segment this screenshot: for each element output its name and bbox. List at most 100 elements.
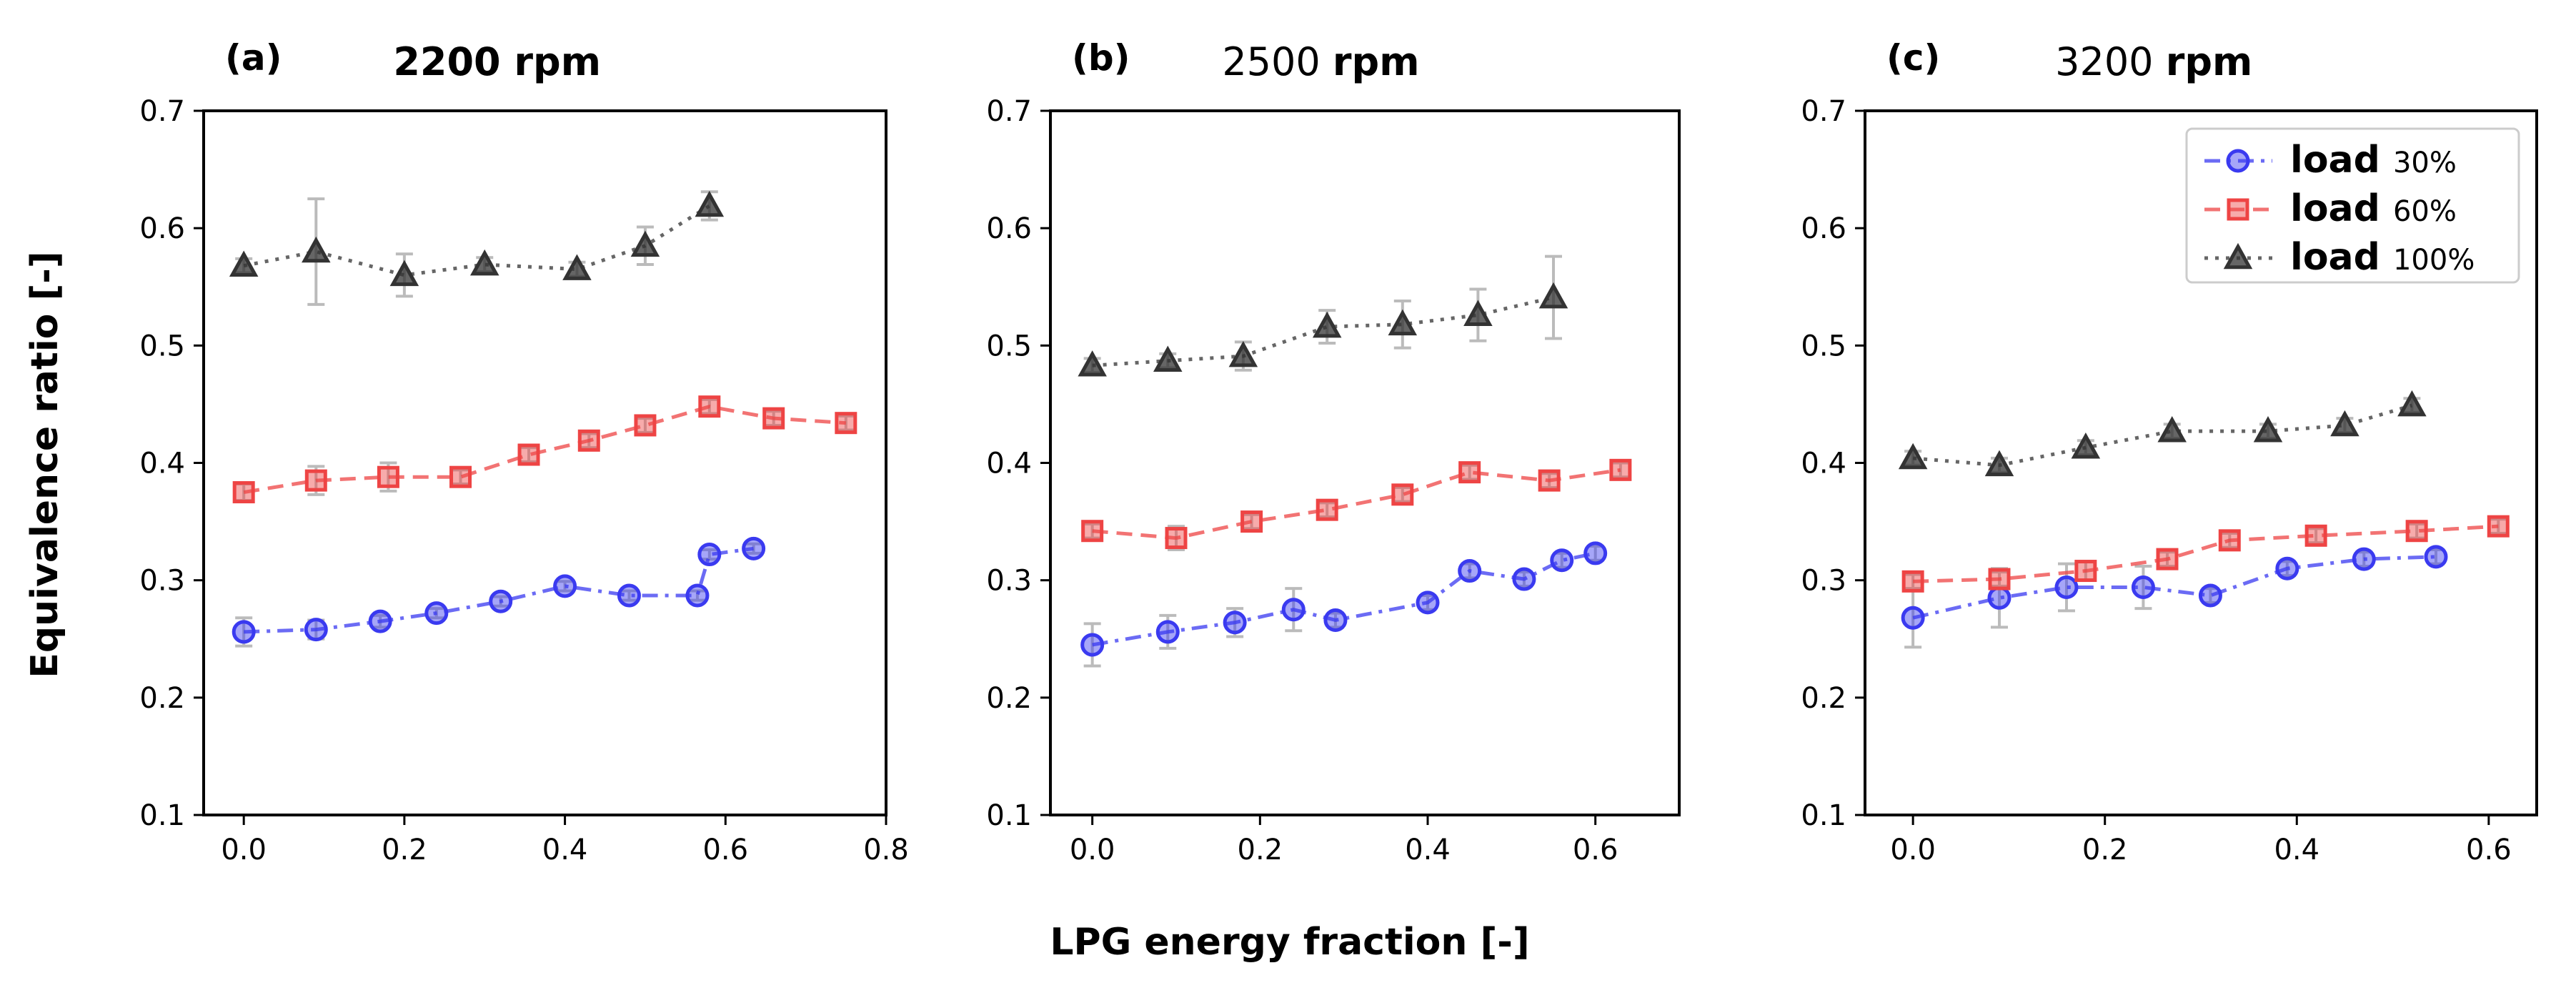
data-point bbox=[1165, 527, 1188, 550]
data-point bbox=[630, 230, 660, 257]
data-point bbox=[1316, 498, 1338, 521]
y-axis-label: Equivalence ratio [-] bbox=[24, 251, 66, 678]
data-point bbox=[377, 465, 399, 488]
legend-label-load: load bbox=[2290, 236, 2393, 279]
series-line bbox=[1092, 551, 1596, 647]
panel-c: (c) 3200 rpm 0.1 0.2 0.3 0.4 0.5 0.6 0.7 0.0 0.2 0.… bbox=[1801, 37, 2538, 866]
data-point bbox=[2405, 520, 2428, 543]
x-tick-label: 0.4 bbox=[1405, 834, 1451, 866]
legend-box bbox=[2185, 127, 2520, 284]
data-point bbox=[1538, 282, 1568, 309]
data-point bbox=[1081, 520, 1104, 543]
data-point bbox=[1901, 606, 1925, 630]
y-tick-label: 0.4 bbox=[986, 448, 1032, 480]
data-point bbox=[562, 254, 592, 280]
panel-letter: (c) bbox=[1886, 37, 1940, 79]
data-point bbox=[2131, 575, 2155, 600]
data-point bbox=[424, 601, 449, 626]
title-rpm-unit: rpm bbox=[514, 39, 601, 84]
data-point bbox=[1416, 591, 1440, 615]
panel-letter: (a) bbox=[225, 37, 282, 79]
data-point bbox=[1153, 345, 1183, 372]
data-point bbox=[617, 583, 641, 608]
y-tick-label: 0.4 bbox=[139, 448, 185, 480]
data-point bbox=[1901, 570, 1924, 593]
plot-frame bbox=[1049, 109, 1681, 816]
x-tick-label: 0.6 bbox=[1573, 834, 1618, 866]
series-line bbox=[243, 405, 846, 495]
data-point bbox=[1463, 300, 1493, 326]
x-tick-label: 0.2 bbox=[382, 834, 427, 866]
legend-label: load 60% bbox=[2290, 187, 2457, 230]
y-tick-label: 0.1 bbox=[139, 799, 185, 832]
x-tick-label: 0.2 bbox=[1238, 834, 1283, 866]
y-tick-label: 0.3 bbox=[1801, 565, 1846, 598]
legend-label: load 100% bbox=[2290, 236, 2475, 279]
data-point bbox=[2397, 390, 2427, 417]
x-tick-label: 0.6 bbox=[2466, 834, 2512, 866]
data-point bbox=[1228, 340, 1258, 367]
panel-b: (b) 2500 rpm 0.1 0.2 0.3 0.4 0.5 0.6 0.7 0.0 0.2 0.… bbox=[986, 37, 1681, 866]
x-tick-label: 0.0 bbox=[221, 834, 267, 866]
data-point bbox=[1987, 586, 2011, 610]
data-point bbox=[634, 414, 657, 437]
data-point bbox=[1391, 483, 1414, 506]
x-axis-label: LPG energy fraction [-] bbox=[1050, 921, 1529, 964]
title-rpm-value: 3200 bbox=[2055, 39, 2166, 84]
title-rpm-unit: rpm bbox=[1333, 39, 1420, 84]
panel-a: (a) 2200 rpm 0.1 0.2 0.3 0.4 0.5 0.6 0.7 0.0 0.2 0.… bbox=[139, 37, 908, 866]
data-point bbox=[1155, 620, 1180, 644]
y-tick-label: 0.2 bbox=[986, 682, 1032, 715]
data-point bbox=[1550, 548, 1574, 573]
legend-label-load: load bbox=[2290, 187, 2393, 230]
data-point bbox=[2198, 583, 2222, 608]
data-point bbox=[1984, 450, 2014, 477]
series-load-100- bbox=[229, 190, 725, 306]
data-point bbox=[1078, 350, 1107, 377]
y-tick-label: 0.5 bbox=[139, 330, 185, 362]
x-tick-label: 0.4 bbox=[2274, 834, 2319, 866]
data-point bbox=[742, 536, 766, 560]
data-point bbox=[553, 574, 577, 598]
data-point bbox=[2352, 547, 2376, 571]
y-tick-label: 0.2 bbox=[1801, 682, 1846, 715]
x-tick-label: 0.6 bbox=[702, 834, 748, 866]
data-point bbox=[2054, 575, 2079, 600]
panel-title: 3200 rpm bbox=[2055, 39, 2252, 84]
data-point bbox=[2157, 416, 2187, 443]
data-point bbox=[2275, 556, 2299, 580]
series-line bbox=[244, 546, 754, 634]
y-tick-label: 0.4 bbox=[1801, 448, 1846, 480]
legend: load 30%load 60%load 100% bbox=[2185, 127, 2520, 284]
x-tick-label: 0.4 bbox=[542, 834, 588, 866]
legend-label-load: load bbox=[2290, 139, 2393, 182]
title-rpm-value: 2500 bbox=[1222, 39, 1333, 84]
data-point bbox=[469, 249, 499, 276]
series-load-30- bbox=[1080, 541, 1608, 668]
series-load-60- bbox=[1081, 458, 1632, 551]
data-point bbox=[1388, 309, 1418, 336]
series-line bbox=[1912, 555, 2437, 620]
data-point bbox=[835, 412, 857, 435]
y-tick-label: 0.1 bbox=[1801, 799, 1846, 832]
data-point bbox=[1240, 510, 1263, 533]
data-point bbox=[232, 481, 255, 504]
data-point bbox=[232, 620, 256, 644]
data-point bbox=[695, 190, 725, 217]
legend-marker bbox=[2227, 198, 2249, 221]
title-rpm-unit: rpm bbox=[2166, 39, 2253, 84]
data-point bbox=[1538, 469, 1561, 492]
data-point bbox=[2304, 524, 2327, 547]
data-point bbox=[2074, 560, 2097, 583]
series-load-100- bbox=[1898, 390, 2427, 477]
legend-marker bbox=[2226, 149, 2250, 173]
data-point bbox=[304, 618, 328, 642]
series-load-30- bbox=[1901, 545, 2448, 649]
data-point bbox=[577, 429, 600, 452]
y-tick-label: 0.7 bbox=[139, 95, 185, 128]
series-line bbox=[1092, 468, 1621, 540]
plot-frame bbox=[202, 109, 887, 816]
x-tick-label: 0.0 bbox=[1890, 834, 1936, 866]
data-point bbox=[697, 543, 722, 567]
